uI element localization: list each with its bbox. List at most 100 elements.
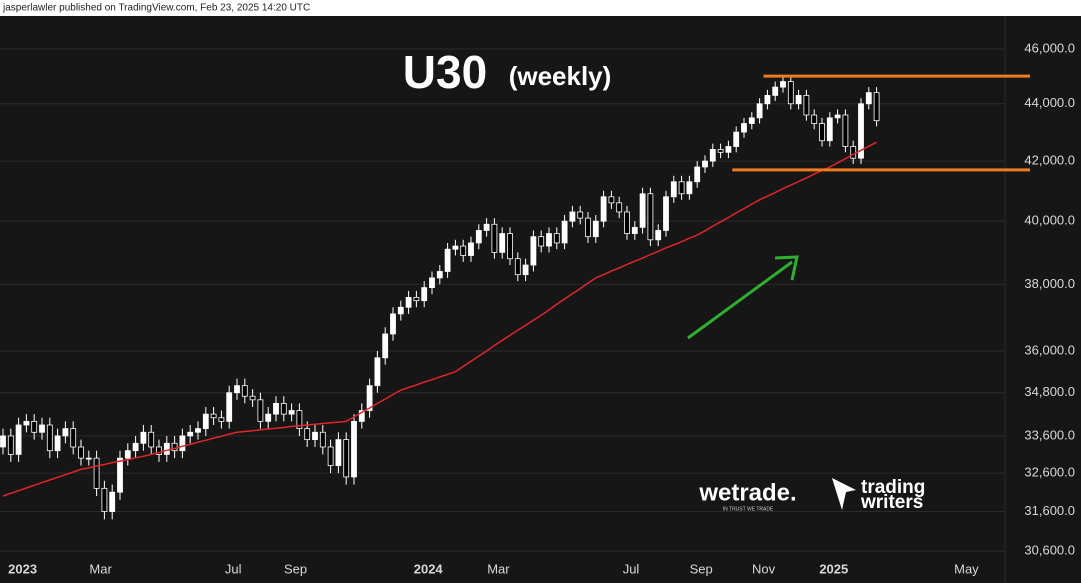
candle-body xyxy=(553,233,560,244)
candle-body xyxy=(117,457,123,493)
x-tick-label: Jul xyxy=(623,561,640,576)
y-tick-label: 33,600.0 xyxy=(1024,427,1075,442)
candle-body xyxy=(93,457,100,489)
grid xyxy=(0,48,1005,552)
candle-body xyxy=(288,410,295,415)
candle-body xyxy=(780,81,786,88)
header-bar xyxy=(0,0,1081,16)
x-tick-label: 2024 xyxy=(414,561,444,576)
candle-body xyxy=(452,245,459,250)
candle-body xyxy=(538,236,545,247)
candle-body xyxy=(218,417,225,422)
candle-body xyxy=(15,424,22,455)
candle-body xyxy=(772,86,779,96)
candle-body xyxy=(382,333,389,359)
candle-body xyxy=(631,226,638,234)
candle-body xyxy=(865,92,872,105)
candle-body xyxy=(156,446,162,455)
candle-body xyxy=(624,211,630,234)
candle-body xyxy=(31,420,38,433)
x-tick-label: Mar xyxy=(89,561,112,576)
y-tick-label: 40,000.0 xyxy=(1024,213,1075,228)
candle-body xyxy=(795,95,802,105)
candle-body xyxy=(319,431,326,448)
candle-body xyxy=(546,233,552,247)
candle-body xyxy=(460,245,467,256)
candle-body xyxy=(413,296,420,302)
candle-body xyxy=(358,410,365,422)
byline: jasperlawler published on TradingView.co… xyxy=(2,3,310,14)
candle-body xyxy=(0,435,6,448)
candle-body xyxy=(756,103,763,119)
candle-body xyxy=(304,428,311,441)
candle-body xyxy=(819,123,825,142)
candle-body xyxy=(273,402,279,415)
candle-body xyxy=(741,123,747,133)
candle-body xyxy=(249,395,256,401)
candle-body xyxy=(132,442,139,452)
candle-body xyxy=(499,233,506,253)
x-tick-label: Sep xyxy=(690,561,713,576)
candle-body xyxy=(717,149,724,153)
candle-body xyxy=(702,160,708,168)
y-tick-label: 31,600.0 xyxy=(1024,503,1075,518)
candle-body xyxy=(686,181,693,195)
candle-body xyxy=(444,248,451,272)
candle-body xyxy=(826,117,833,142)
candle-body xyxy=(351,420,357,478)
x-tick-label: 2023 xyxy=(8,561,37,576)
candle-body xyxy=(397,306,404,315)
candle-body xyxy=(421,287,428,302)
y-tick-label: 44,000.0 xyxy=(1024,95,1075,110)
candle-body xyxy=(530,236,537,266)
wetrade-logo: wetrade. xyxy=(698,479,796,506)
candle-body xyxy=(39,424,45,433)
x-tick-label: May xyxy=(954,561,979,576)
y-tick-label: 34,800.0 xyxy=(1024,384,1075,399)
x-tick-label: Sep xyxy=(284,561,307,576)
candle-body xyxy=(124,450,131,459)
candle-body xyxy=(23,420,30,426)
candle-body xyxy=(296,410,303,430)
candle-body xyxy=(195,428,201,433)
candle-body xyxy=(577,211,584,219)
candle-body xyxy=(468,242,474,256)
candle-body xyxy=(725,146,732,153)
candle-body xyxy=(507,233,513,260)
candle-body xyxy=(241,385,248,397)
trading-writers-icon xyxy=(832,478,856,510)
y-tick-label: 36,000.0 xyxy=(1024,342,1075,357)
candle-body xyxy=(850,146,857,159)
candle-body xyxy=(514,258,521,276)
candle-body xyxy=(483,223,490,231)
candle-body xyxy=(163,442,170,455)
chart-subtitle: (weekly) xyxy=(509,61,612,91)
plot xyxy=(0,74,1030,520)
candle-body xyxy=(522,264,529,276)
candle-body xyxy=(436,271,443,279)
candle-body xyxy=(709,149,716,162)
candle-body xyxy=(70,428,77,448)
candle-body xyxy=(694,166,701,183)
candle-body xyxy=(257,399,264,422)
candle-body xyxy=(787,81,794,105)
trading-logo: trading xyxy=(861,477,925,498)
candle-body xyxy=(54,435,61,452)
y-tick-label: 30,600.0 xyxy=(1024,543,1075,558)
candle-body xyxy=(7,435,14,455)
writers-logo: writers xyxy=(860,492,923,513)
candle-body xyxy=(85,457,92,460)
candle-body xyxy=(873,92,880,122)
candle-body xyxy=(647,193,654,241)
candle-body xyxy=(585,217,591,238)
candle-body xyxy=(374,357,381,387)
candle-body xyxy=(202,413,209,430)
x-tick-label: Nov xyxy=(752,561,776,576)
wetrade-tagline: IN TRUST WE TRADE xyxy=(723,506,774,512)
candle-body xyxy=(764,95,771,105)
candle-body xyxy=(600,196,607,222)
x-tick-label: Jul xyxy=(225,561,242,576)
candle-body xyxy=(733,131,740,147)
candle-body xyxy=(327,446,334,467)
